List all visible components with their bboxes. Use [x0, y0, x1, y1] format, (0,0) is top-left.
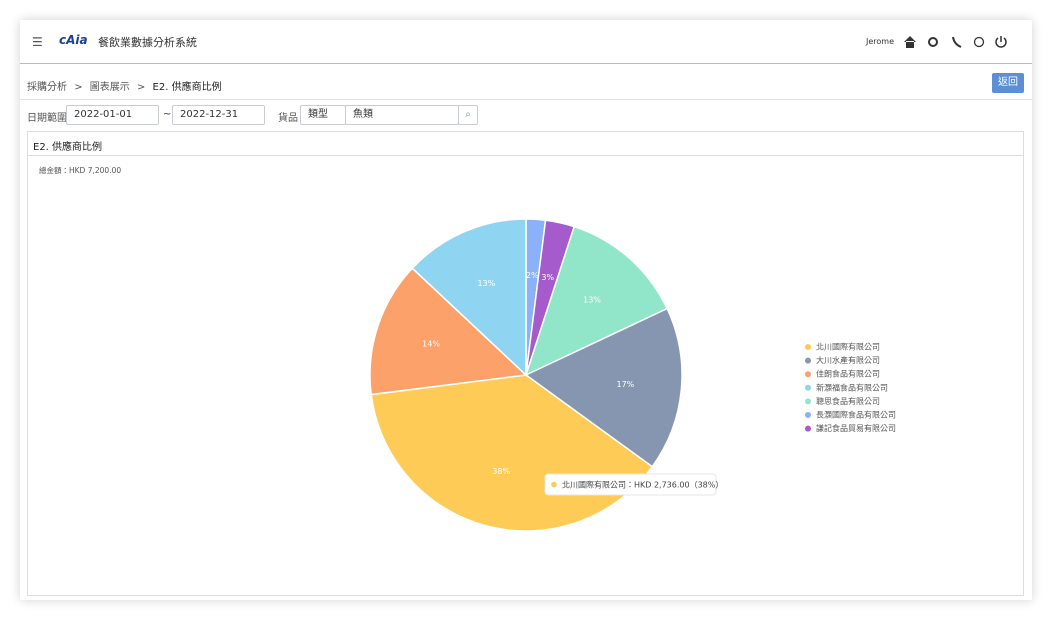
slice-label: 17% — [617, 380, 635, 389]
legend-label: 長灝國際食品有限公司 — [816, 410, 896, 420]
date-label: 日期範圍 — [27, 113, 67, 124]
tooltip-text: 北川國際有限公司：HKD 2,736.00（38%） — [562, 480, 723, 490]
breadcrumb-current: E2. 供應商比例 — [152, 82, 222, 93]
phone-icon[interactable] — [952, 36, 962, 48]
legend-marker — [805, 384, 811, 391]
legend-label: 大川水產有限公司 — [816, 355, 880, 365]
category-select[interactable]: 魚類 — [345, 105, 459, 125]
header-icons — [904, 36, 1007, 48]
slice-label: 3% — [541, 273, 554, 282]
slice-label: 13% — [477, 279, 495, 288]
legend-label: 新灝福食品有限公司 — [816, 382, 888, 392]
pie-slice — [369, 267, 528, 396]
date-separator: ~ — [163, 109, 172, 120]
menu-icon[interactable]: ☰ — [32, 35, 43, 49]
legend-marker — [805, 425, 811, 432]
settings-icon[interactable] — [928, 37, 938, 47]
panel-title: E2. 供應商比例 — [33, 142, 103, 153]
goods-label: 貨品 — [278, 113, 298, 124]
search-button[interactable]: ⌕ — [458, 105, 478, 125]
breadcrumb: 採購分析 > 圖表展示 > E2. 供應商比例 — [27, 78, 222, 93]
breadcrumb-separator: > — [136, 82, 146, 93]
power-icon[interactable] — [995, 36, 1007, 48]
legend-marker — [805, 371, 811, 378]
type-select[interactable]: 類型 — [300, 105, 346, 125]
tooltip-box — [544, 473, 717, 496]
pie-slice — [411, 218, 527, 377]
end-date-input[interactable]: 2022-12-31 — [172, 105, 265, 125]
slice-label: 14% — [422, 340, 440, 349]
legend-marker — [805, 344, 811, 350]
tooltip-marker — [551, 481, 557, 488]
divider — [20, 99, 1032, 100]
chart-subtitle: 總金額：HKD 7,200.00 — [39, 166, 122, 175]
panel-divider — [27, 155, 1024, 156]
breadcrumb-item[interactable]: 採購分析 — [27, 82, 67, 93]
breadcrumb-separator: > — [74, 82, 83, 93]
back-button[interactable]: 返回 — [992, 73, 1024, 93]
pie-slice — [524, 225, 669, 377]
legend-label: 謙記食品貿易有限公司 — [816, 423, 896, 433]
globe-icon[interactable] — [973, 36, 985, 48]
breadcrumb-item[interactable]: 圖表展示 — [89, 82, 130, 93]
home-icon[interactable] — [904, 36, 916, 48]
brand-logo[interactable]: cAia — [59, 33, 88, 47]
legend-marker — [805, 357, 811, 364]
legend-label: 北川國際有限公司 — [816, 342, 880, 352]
legend-marker — [805, 412, 811, 418]
pie-slice — [524, 307, 683, 468]
legend-marker — [805, 398, 811, 405]
panel — [27, 131, 1024, 596]
slice-label: 38% — [492, 467, 510, 476]
slice-label: 13% — [583, 296, 601, 305]
legend-label: 聰思食品有限公司 — [816, 396, 880, 406]
chart: 2% 3% 13% 17% 38% 14% 13% 北川國際有限公司大川水產有限公司佳朗食品有… — [369, 218, 896, 532]
slice-label: 2% — [526, 271, 539, 280]
legend-label: 佳朗食品有限公司 — [816, 369, 880, 379]
header-divider — [20, 63, 1032, 64]
user-name[interactable]: Jerome — [866, 37, 895, 46]
app-title: 餐飲業數據分析系統 — [98, 36, 197, 49]
start-date-input[interactable]: 2022-01-01 — [66, 105, 159, 125]
